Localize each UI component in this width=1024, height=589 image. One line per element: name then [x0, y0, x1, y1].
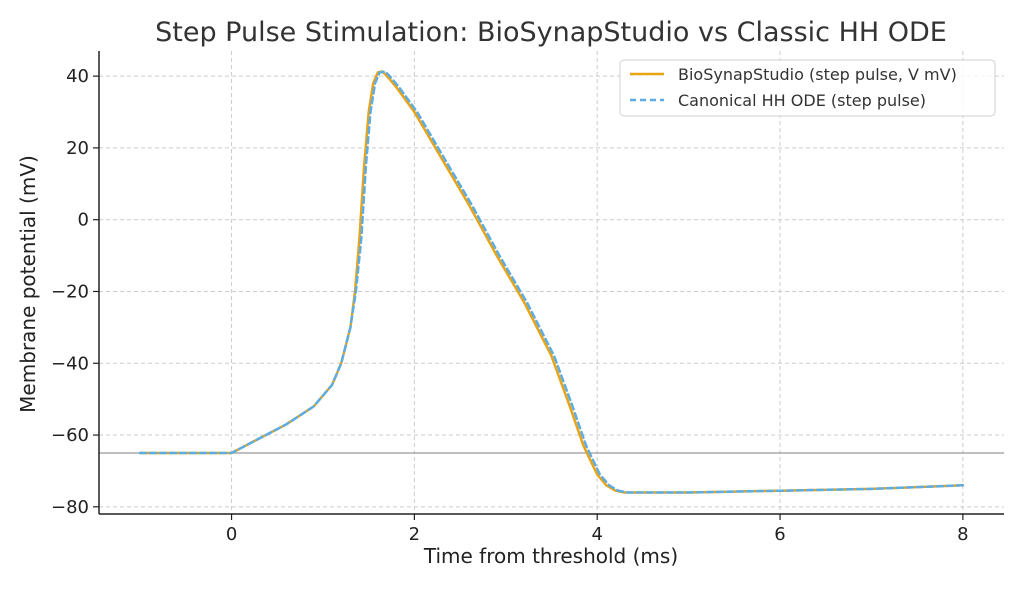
legend-box: [619, 59, 996, 117]
series-layer: [138, 70, 965, 494]
x-axis-label: Time from threshold (ms): [423, 544, 678, 568]
legend-label-canonical-hh: Canonical HH ODE (step pulse): [678, 91, 926, 110]
x-tick-label: 0: [226, 524, 237, 545]
grid-layer: [99, 51, 1004, 514]
series-line-canonical-hh: [138, 70, 965, 494]
x-tick-label: 2: [409, 524, 420, 545]
chart-title: Step Pulse Stimulation: BioSynapStudio v…: [155, 17, 947, 48]
y-tick-label: −80: [51, 497, 89, 518]
axes-layer: [98, 51, 1004, 515]
series-line-biosynapstudio: [138, 70, 965, 494]
y-tick-label: −40: [51, 353, 89, 374]
y-tick-label: −60: [51, 425, 89, 446]
x-tick-label: 8: [957, 524, 968, 545]
y-tick-label: 0: [78, 210, 89, 231]
ticks-layer: 0 2 4 6 8 −80 −60 −40 −20 0 20 40: [51, 66, 969, 545]
y-tick-label: −20: [51, 281, 89, 302]
y-tick-label: 40: [66, 66, 89, 87]
legend-label-biosynapstudio: BioSynapStudio (step pulse, V mV): [678, 65, 957, 84]
x-tick-label: 4: [591, 524, 602, 545]
legend: BioSynapStudio (step pulse, V mV) Canoni…: [619, 59, 996, 117]
y-axis-label: Membrane potential (mV): [16, 155, 40, 413]
y-tick-label: 20: [66, 138, 89, 159]
x-tick-label: 6: [774, 524, 785, 545]
